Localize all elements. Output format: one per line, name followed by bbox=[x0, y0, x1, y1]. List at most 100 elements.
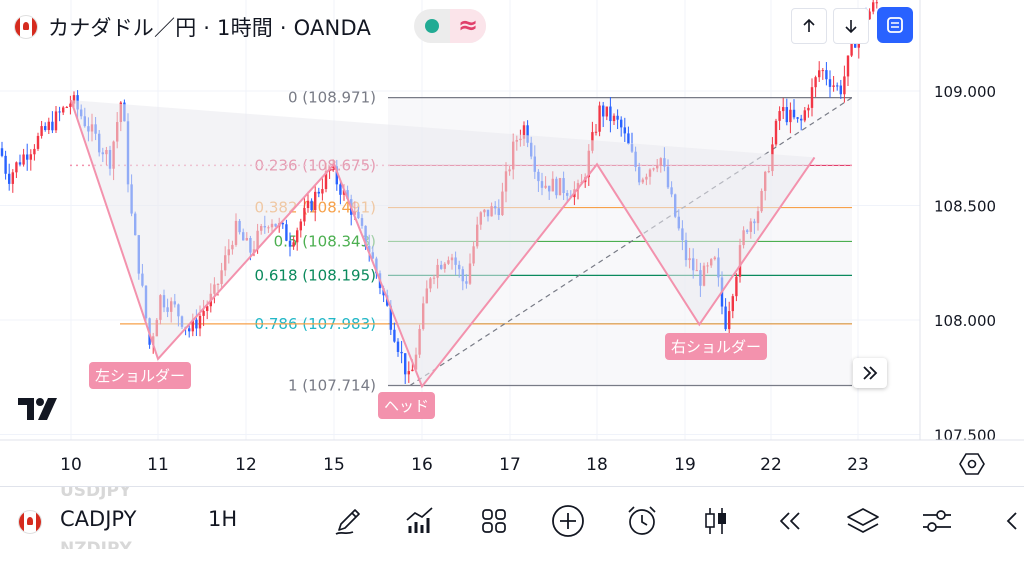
candle-body bbox=[605, 106, 608, 117]
candle-body bbox=[627, 133, 630, 145]
indicators-icon bbox=[406, 507, 433, 533]
chart-type-button[interactable] bbox=[696, 501, 736, 541]
candle-body bbox=[58, 111, 61, 113]
time-axis[interactable]: 10 11 12 15 16 17 18 19 22 23 bbox=[0, 439, 1024, 475]
candle-body bbox=[828, 79, 832, 87]
scroll-up-button[interactable] bbox=[791, 8, 827, 44]
add-button[interactable] bbox=[548, 501, 588, 541]
candle-body bbox=[281, 223, 284, 225]
candle-body bbox=[198, 315, 202, 329]
price-axis-label: 109.000 bbox=[934, 83, 996, 101]
drawing-tools-button[interactable] bbox=[328, 501, 368, 541]
candle-body bbox=[854, 42, 857, 48]
candle-body bbox=[796, 117, 799, 119]
candle-body bbox=[33, 148, 36, 155]
alerts-button[interactable] bbox=[622, 501, 662, 541]
fib-level-label: 1 (107.714) bbox=[288, 376, 376, 394]
candle-body bbox=[44, 126, 47, 130]
chart-settings-hex-icon[interactable] bbox=[958, 450, 986, 478]
candle-body bbox=[785, 107, 788, 123]
candle-body bbox=[774, 120, 778, 145]
candle-body bbox=[839, 85, 842, 95]
symbol-title[interactable]: カナダドル／円 · 1時間 · OANDA bbox=[48, 16, 372, 40]
tradingview-logo-icon bbox=[18, 398, 57, 420]
candle-body bbox=[825, 70, 828, 80]
time-axis-label: 15 bbox=[323, 455, 345, 475]
candlestick-icon bbox=[705, 508, 726, 534]
candle-body bbox=[623, 127, 626, 134]
candle-body bbox=[821, 70, 824, 72]
candle-body bbox=[407, 371, 410, 375]
left-shoulder-label: 左ショルダー bbox=[89, 362, 192, 389]
candle-body bbox=[872, 2, 875, 12]
candle-body bbox=[11, 172, 14, 184]
chart-canvas[interactable]: 0 (108.971)0.236 (108.675)0.382 (108.491… bbox=[0, 0, 1024, 486]
head-label: ヘッド bbox=[378, 392, 436, 419]
candle-body bbox=[324, 170, 328, 190]
candle-body bbox=[810, 87, 814, 108]
candle-body bbox=[609, 106, 612, 122]
candle-body bbox=[306, 200, 310, 209]
candle-body bbox=[393, 329, 396, 342]
candle-body bbox=[843, 76, 846, 95]
candle-body bbox=[310, 200, 313, 211]
candle-body bbox=[846, 55, 850, 77]
candle-body bbox=[594, 131, 598, 133]
arrow-down-icon bbox=[845, 20, 857, 34]
candle-body bbox=[195, 319, 198, 329]
scroll-to-realtime-button[interactable] bbox=[853, 358, 887, 388]
indicators-button[interactable] bbox=[400, 501, 440, 541]
prev-symbol-ghost: USDJPY bbox=[60, 481, 132, 501]
candle-body bbox=[296, 230, 299, 243]
back-button[interactable] bbox=[992, 501, 1024, 541]
head-and-shoulders-pattern[interactable] bbox=[70, 99, 816, 389]
settings-button[interactable] bbox=[917, 501, 957, 541]
layers-button[interactable] bbox=[843, 501, 883, 541]
candle-body bbox=[598, 105, 601, 132]
fullscreen-button[interactable] bbox=[877, 7, 913, 43]
candle-body bbox=[731, 296, 734, 312]
settings-sliders-icon bbox=[923, 510, 951, 532]
candle-body bbox=[814, 77, 817, 88]
candle-body bbox=[22, 154, 25, 165]
candle-body bbox=[335, 166, 338, 185]
right-shoulder-label: 右ショルダー bbox=[665, 333, 768, 360]
time-axis-label: 22 bbox=[760, 455, 782, 475]
fullscreen-icon bbox=[887, 17, 903, 33]
arrow-up-icon bbox=[803, 18, 815, 32]
bottom-toolbar: USDJPY NZDJPY CADJPY 1H bbox=[0, 486, 1024, 577]
scroll-down-button[interactable] bbox=[833, 8, 869, 44]
replay-button[interactable] bbox=[770, 501, 810, 541]
fib-level-label: 0 (108.971) bbox=[288, 89, 376, 107]
candle-body bbox=[15, 162, 18, 173]
candle-body bbox=[602, 105, 605, 117]
candle-body bbox=[400, 351, 403, 354]
interval-button[interactable]: 1H bbox=[208, 507, 238, 531]
symbol-button[interactable]: CADJPY bbox=[60, 507, 137, 531]
time-axis-label: 11 bbox=[147, 455, 169, 475]
candle-body bbox=[396, 341, 400, 352]
candle-body bbox=[62, 107, 65, 113]
candle-body bbox=[389, 305, 392, 330]
candle-body bbox=[4, 155, 7, 174]
time-axis-label: 17 bbox=[499, 455, 521, 475]
candle-body bbox=[188, 328, 191, 332]
candle-body bbox=[8, 173, 11, 184]
candle-body bbox=[728, 311, 731, 330]
candle-body bbox=[299, 221, 302, 231]
indicator-status-pill[interactable]: ≈ bbox=[414, 9, 486, 43]
candle-body bbox=[522, 125, 526, 139]
candle-body bbox=[191, 319, 194, 332]
layout-grid-button[interactable] bbox=[474, 501, 514, 541]
replay-icon bbox=[780, 512, 800, 530]
candle-body bbox=[292, 242, 295, 247]
layers-icon bbox=[847, 508, 879, 533]
price-axis[interactable]: 109.000 108.500 108.000 107.500 bbox=[919, 0, 996, 445]
fib-trend-line bbox=[409, 97, 853, 386]
candle-body bbox=[735, 276, 738, 297]
time-axis-label: 16 bbox=[411, 455, 433, 475]
candle-body bbox=[616, 115, 619, 120]
add-icon bbox=[552, 505, 584, 537]
time-axis-label: 10 bbox=[60, 455, 82, 475]
pattern-line bbox=[70, 99, 816, 389]
